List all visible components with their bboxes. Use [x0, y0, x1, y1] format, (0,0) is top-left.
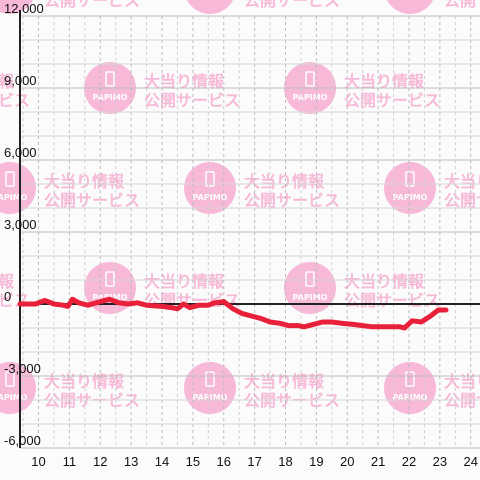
- watermark-brand: PAPIMO: [393, 393, 428, 402]
- x-tick-label: 24: [464, 454, 478, 469]
- phone-icon: [305, 271, 315, 287]
- watermark-line1: 大当り情報: [444, 172, 480, 191]
- x-tick-label: 21: [371, 454, 385, 469]
- x-tick-label: 10: [31, 454, 45, 469]
- y-tick-label: -3,000: [4, 361, 41, 376]
- y-tick-label: 12,000: [4, 1, 44, 16]
- watermark-circle: [284, 262, 336, 314]
- watermark-line1: 大当り情報: [244, 172, 325, 191]
- phone-icon: [105, 71, 115, 87]
- watermark-brand: PAPIMO: [393, 0, 428, 2]
- watermark-brand: PAPIMO: [93, 93, 128, 102]
- watermark-circle: [184, 162, 236, 214]
- x-tick-label: 20: [340, 454, 354, 469]
- x-tick-label: 11: [63, 454, 77, 469]
- watermark-line2: 公開サービス: [44, 191, 140, 210]
- x-tick-label: 13: [124, 454, 138, 469]
- watermark-brand: PAPIMO: [193, 193, 228, 202]
- phone-icon: [405, 371, 415, 387]
- watermark-line1: 大当り情報: [344, 272, 425, 291]
- watermark-line1: 大当り情報: [344, 72, 425, 91]
- phone-icon: [405, 171, 415, 187]
- x-tick-label: 14: [155, 454, 169, 469]
- phone-icon: [105, 271, 115, 287]
- watermark-brand: PAPIMO: [393, 193, 428, 202]
- watermark-line1: 大当り情報: [0, 272, 15, 291]
- watermark-line1: 大当り情報: [444, 372, 480, 391]
- watermark-brand: PAPIMO: [0, 0, 28, 2]
- phone-icon: [205, 371, 215, 387]
- watermark-brand: PAPIMO: [0, 393, 28, 402]
- watermark-line2: 公開サービス: [244, 191, 340, 210]
- watermark-line2: 公開サービス: [44, 0, 140, 10]
- y-tick-label: -6,000: [4, 433, 41, 448]
- phone-icon: [305, 71, 315, 87]
- watermark-brand: PAPIMO: [293, 93, 328, 102]
- watermark-line1: 大当り情報: [44, 372, 125, 391]
- watermark-brand: PAPIMO: [293, 293, 328, 302]
- watermark-line2: 公開サービス: [344, 91, 440, 110]
- phone-icon: [5, 171, 15, 187]
- watermark-line1: 大当り情報: [244, 372, 325, 391]
- watermark-circle: [0, 0, 34, 14]
- y-tick-label: 0: [4, 289, 11, 304]
- x-tick-label: 19: [309, 454, 323, 469]
- watermark-line1: 大当り情報: [144, 272, 225, 291]
- x-tick-label: 17: [247, 454, 261, 469]
- watermark-line1: 大当り情報: [44, 172, 125, 191]
- x-tick-label: 16: [217, 454, 231, 469]
- watermark-circle: [184, 362, 236, 414]
- phone-icon: [205, 171, 215, 187]
- watermark-line2: 公開サービス: [244, 0, 340, 10]
- y-tick-label: 6,000: [4, 145, 37, 160]
- watermark-line2: 公開サービス: [144, 91, 240, 110]
- x-tick-label: 22: [402, 454, 416, 469]
- series-line: [17, 296, 449, 331]
- watermark-line2: 公開サービス: [444, 191, 480, 210]
- watermark-brand: PAPIMO: [0, 193, 28, 202]
- watermark-line2: 公開サービス: [0, 91, 30, 110]
- watermark-line2: 公開サービス: [444, 0, 480, 10]
- watermark-circle: [0, 162, 36, 214]
- watermark-circle: [384, 362, 436, 414]
- watermark-circle: [186, 0, 234, 14]
- y-tick-label: 9,000: [4, 73, 37, 88]
- x-tick-label: 12: [93, 454, 107, 469]
- watermark-line1: 大当り情報: [144, 72, 225, 91]
- y-tick-label: 3,000: [4, 217, 37, 232]
- x-tick-label: 23: [433, 454, 447, 469]
- grid-lines: [20, 15, 480, 449]
- x-tick-label: 18: [278, 454, 292, 469]
- watermark-line1: 大当り情報: [0, 72, 15, 91]
- watermark-brand: PAPIMO: [193, 0, 228, 2]
- watermark-line2: 公開サービス: [344, 291, 440, 310]
- watermark-brand: PAPIMO: [193, 393, 228, 402]
- phone-icon: [5, 371, 15, 387]
- watermark-circle: [0, 362, 36, 414]
- watermark-circle: [386, 0, 434, 14]
- x-tick-label: 15: [186, 454, 200, 469]
- watermark-circle: [384, 162, 436, 214]
